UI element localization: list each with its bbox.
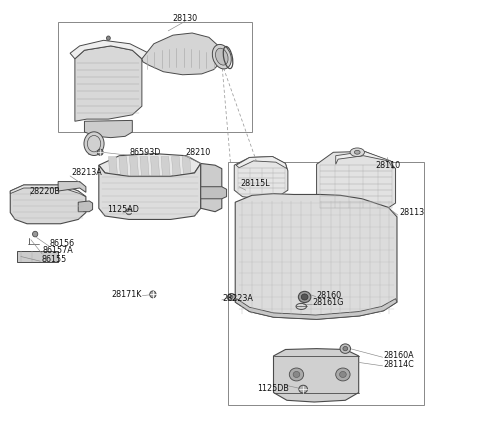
Text: 28110: 28110 xyxy=(376,161,401,170)
Text: 28160A: 28160A xyxy=(384,352,414,360)
Text: 28161G: 28161G xyxy=(313,299,344,308)
Ellipse shape xyxy=(343,346,348,351)
Polygon shape xyxy=(171,156,180,176)
Text: 28223A: 28223A xyxy=(223,294,253,303)
Polygon shape xyxy=(140,156,149,176)
Polygon shape xyxy=(70,40,152,59)
Polygon shape xyxy=(236,156,287,168)
Polygon shape xyxy=(119,156,128,176)
Text: 28130: 28130 xyxy=(172,14,198,23)
Polygon shape xyxy=(234,156,288,198)
Polygon shape xyxy=(108,156,118,176)
Ellipse shape xyxy=(350,148,364,156)
Text: 1125AD: 1125AD xyxy=(107,206,139,214)
Bar xyxy=(58,22,252,132)
Polygon shape xyxy=(58,181,86,192)
Text: 28160: 28160 xyxy=(317,291,342,300)
Polygon shape xyxy=(235,299,397,319)
Polygon shape xyxy=(336,151,393,168)
Polygon shape xyxy=(317,151,396,213)
Text: 86593D: 86593D xyxy=(130,148,161,157)
Ellipse shape xyxy=(340,344,350,353)
Polygon shape xyxy=(201,187,227,199)
Polygon shape xyxy=(161,156,170,176)
Polygon shape xyxy=(10,185,86,224)
Text: 28220B: 28220B xyxy=(29,187,60,197)
Polygon shape xyxy=(274,349,359,402)
Polygon shape xyxy=(78,201,93,212)
Ellipse shape xyxy=(230,295,233,299)
Text: 86156: 86156 xyxy=(50,238,75,248)
Text: 28113: 28113 xyxy=(399,208,424,217)
Ellipse shape xyxy=(289,368,304,381)
Ellipse shape xyxy=(216,48,228,65)
Ellipse shape xyxy=(336,368,350,381)
Ellipse shape xyxy=(33,231,38,237)
Ellipse shape xyxy=(84,132,104,156)
Text: 86155: 86155 xyxy=(41,254,67,264)
Ellipse shape xyxy=(228,293,235,300)
Ellipse shape xyxy=(354,150,360,154)
Polygon shape xyxy=(130,156,139,176)
Ellipse shape xyxy=(150,291,156,298)
Ellipse shape xyxy=(339,372,346,378)
Bar xyxy=(228,162,424,406)
Text: 28171K: 28171K xyxy=(111,290,142,299)
Polygon shape xyxy=(99,153,201,176)
Polygon shape xyxy=(84,121,132,138)
Polygon shape xyxy=(10,185,86,197)
Text: 28210: 28210 xyxy=(185,148,210,157)
Polygon shape xyxy=(99,163,201,219)
Text: 1125DB: 1125DB xyxy=(258,384,289,393)
Ellipse shape xyxy=(212,44,231,69)
Polygon shape xyxy=(75,46,142,121)
Polygon shape xyxy=(201,163,222,212)
Ellipse shape xyxy=(301,294,308,300)
Ellipse shape xyxy=(107,36,110,40)
Polygon shape xyxy=(182,156,191,176)
Text: 28114C: 28114C xyxy=(384,360,414,369)
Ellipse shape xyxy=(299,385,308,393)
Ellipse shape xyxy=(126,209,132,215)
Text: 86157A: 86157A xyxy=(43,246,73,255)
Bar xyxy=(17,251,58,262)
Text: 28213A: 28213A xyxy=(72,168,102,178)
Ellipse shape xyxy=(293,372,300,378)
Polygon shape xyxy=(142,33,222,75)
Ellipse shape xyxy=(299,291,311,302)
Polygon shape xyxy=(151,156,159,176)
Ellipse shape xyxy=(97,149,103,155)
Polygon shape xyxy=(235,194,397,319)
Text: 28115L: 28115L xyxy=(240,179,270,188)
